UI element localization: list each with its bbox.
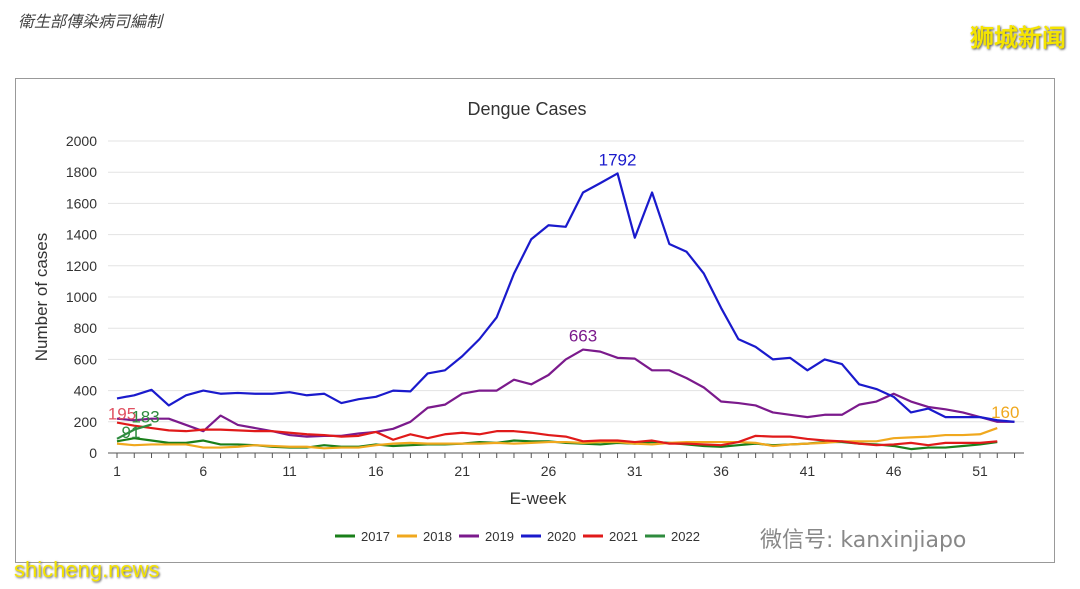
- legend-label-2019: 2019: [485, 529, 514, 544]
- y-tick-label: 0: [89, 445, 97, 461]
- y-tick-label: 800: [74, 320, 98, 336]
- y-axis-label: Number of cases: [32, 233, 51, 362]
- data-label-2020: 1792: [599, 150, 637, 169]
- legend-label-2018: 2018: [423, 529, 452, 544]
- x-tick-label: 36: [713, 463, 729, 479]
- x-tick-label: 16: [368, 463, 384, 479]
- data-label-2021: 195: [108, 405, 136, 424]
- legend-label-2022: 2022: [671, 529, 700, 544]
- series-line-2022: [116, 423, 152, 440]
- x-tick-label: 51: [972, 463, 988, 479]
- x-tick-label: 1: [113, 463, 121, 479]
- x-tick-label: 41: [800, 463, 816, 479]
- site-watermark: shicheng.news: [14, 557, 160, 582]
- y-tick-label: 600: [74, 351, 98, 367]
- chart-title: Dengue Cases: [467, 99, 586, 119]
- series-line-2021: [116, 421, 998, 447]
- wechat-watermark: 微信号: kanxinjiapo: [760, 528, 967, 553]
- x-tick-label: 46: [886, 463, 902, 479]
- series-line-2020: [116, 172, 1015, 423]
- x-tick-label: 21: [454, 463, 470, 479]
- series-line-2018: [116, 427, 998, 450]
- data-label-2022: 91: [122, 423, 141, 442]
- data-label-2022: 183: [131, 407, 159, 426]
- legend-label-2020: 2020: [547, 529, 576, 544]
- x-axis-label: E-week: [510, 489, 567, 508]
- legend-label-2021: 2021: [609, 529, 638, 544]
- x-tick-label: 6: [199, 463, 207, 479]
- x-tick-label: 26: [541, 463, 557, 479]
- y-tick-label: 400: [74, 383, 98, 399]
- data-label-2019: 663: [569, 327, 597, 346]
- x-tick-label: 31: [627, 463, 643, 479]
- y-tick-label: 1600: [66, 195, 97, 211]
- y-tick-label: 1000: [66, 289, 97, 305]
- y-tick-label: 1200: [66, 258, 97, 274]
- x-tick-label: 11: [282, 463, 297, 479]
- source-caption: 衛生部傳染病司編制: [18, 12, 163, 31]
- y-tick-label: 1800: [66, 164, 97, 180]
- legend-label-2017: 2017: [361, 529, 390, 544]
- y-tick-label: 1400: [66, 227, 97, 243]
- brand-logo: 狮城新闻: [970, 24, 1066, 52]
- y-tick-label: 2000: [66, 133, 97, 149]
- y-tick-label: 200: [74, 414, 98, 430]
- chart-frame: [15, 78, 1055, 563]
- data-label-2018: 160: [991, 403, 1019, 422]
